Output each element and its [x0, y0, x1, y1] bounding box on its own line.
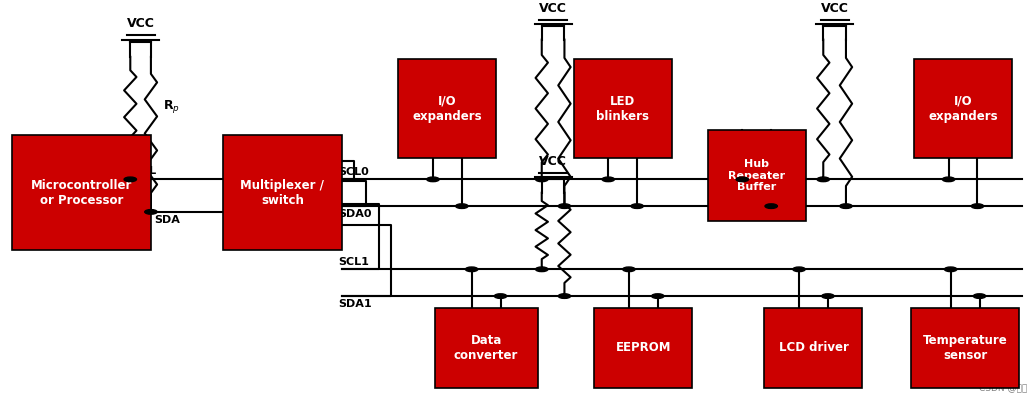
Text: LCD driver: LCD driver: [779, 341, 849, 354]
FancyBboxPatch shape: [914, 59, 1012, 158]
Circle shape: [942, 177, 954, 182]
Circle shape: [840, 204, 852, 208]
Circle shape: [971, 204, 983, 208]
FancyBboxPatch shape: [223, 135, 341, 250]
Text: I/O
expanders: I/O expanders: [413, 94, 482, 123]
Text: I/O
expanders: I/O expanders: [929, 94, 998, 123]
Text: EEPROM: EEPROM: [615, 341, 671, 354]
Text: LED
blinkers: LED blinkers: [597, 94, 649, 123]
FancyBboxPatch shape: [574, 59, 672, 158]
Text: SDA0: SDA0: [338, 209, 372, 219]
Text: Hub
Repeater
Buffer: Hub Repeater Buffer: [728, 159, 785, 192]
FancyBboxPatch shape: [708, 129, 805, 222]
FancyBboxPatch shape: [764, 308, 862, 388]
Text: SDA1: SDA1: [338, 299, 372, 309]
FancyBboxPatch shape: [434, 308, 538, 388]
FancyBboxPatch shape: [595, 308, 693, 388]
Circle shape: [456, 204, 468, 208]
FancyBboxPatch shape: [398, 59, 496, 158]
FancyBboxPatch shape: [11, 135, 151, 250]
Circle shape: [944, 267, 956, 272]
Circle shape: [651, 294, 664, 299]
Text: VCC: VCC: [127, 17, 154, 30]
Text: Microcontroller
or Processor: Microcontroller or Processor: [31, 179, 132, 207]
Circle shape: [793, 267, 805, 272]
Circle shape: [822, 294, 834, 299]
Circle shape: [631, 204, 643, 208]
Text: SCL1: SCL1: [338, 256, 369, 267]
Circle shape: [558, 294, 571, 299]
Text: Multiplexer /
switch: Multiplexer / switch: [241, 179, 325, 207]
Text: R$_p$: R$_p$: [163, 98, 180, 115]
Circle shape: [622, 267, 635, 272]
Text: SCL: SCL: [133, 166, 156, 176]
Text: SCL0: SCL0: [338, 167, 369, 177]
Text: VCC: VCC: [821, 2, 849, 15]
Circle shape: [736, 177, 749, 182]
Circle shape: [536, 267, 548, 272]
Circle shape: [602, 177, 614, 182]
Circle shape: [494, 294, 507, 299]
Circle shape: [536, 177, 548, 182]
Circle shape: [973, 294, 985, 299]
Text: SDA: SDA: [154, 215, 180, 225]
Circle shape: [145, 210, 157, 214]
Circle shape: [817, 177, 829, 182]
Text: VCC: VCC: [539, 155, 567, 168]
Circle shape: [124, 177, 136, 182]
Circle shape: [427, 177, 439, 182]
FancyBboxPatch shape: [911, 308, 1020, 388]
Text: Data
converter: Data converter: [454, 334, 518, 362]
Text: CSDN @易板: CSDN @易板: [979, 383, 1028, 392]
Circle shape: [465, 267, 478, 272]
Circle shape: [558, 204, 571, 208]
Text: VCC: VCC: [539, 2, 567, 15]
Circle shape: [765, 204, 778, 208]
Text: Temperature
sensor: Temperature sensor: [922, 334, 1007, 362]
